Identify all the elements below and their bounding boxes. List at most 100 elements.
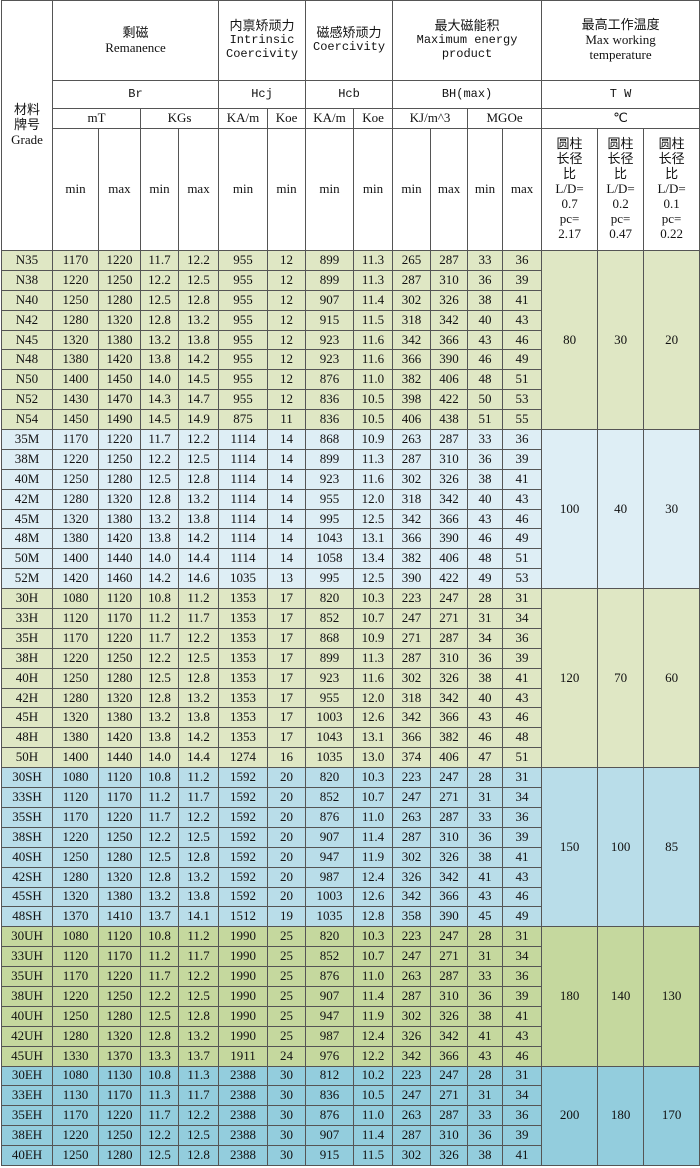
value-cell: 366 xyxy=(392,727,432,749)
value-cell: 39 xyxy=(502,448,543,470)
value-cell: 1250 xyxy=(98,647,141,669)
value-cell: 820 xyxy=(305,926,355,948)
grade-cell: 40SH xyxy=(1,846,53,868)
value-cell: 12.2 xyxy=(140,826,179,848)
value-cell: 1250 xyxy=(98,448,141,470)
value-cell: 1170 xyxy=(52,429,99,450)
value-cell: 342 xyxy=(430,309,469,331)
minmax-header: min xyxy=(52,128,99,251)
grade-cell: 33SH xyxy=(1,787,53,808)
grade-label-cn2: 牌号 xyxy=(13,117,40,133)
value-cell: 1370 xyxy=(98,1045,141,1067)
value-cell: 342 xyxy=(392,707,432,729)
temp-condition-header: 圆柱 长径比 L/D= 0.7 pc= 2.17 xyxy=(541,128,599,251)
unit-koe: Koe xyxy=(267,108,307,129)
max-temp-cell: 140 xyxy=(597,926,645,1067)
value-cell: 1440 xyxy=(98,548,141,570)
grade-cell: 30SH xyxy=(1,767,53,789)
temp-condition-line: 比 xyxy=(563,166,577,182)
value-cell: 1280 xyxy=(52,687,99,709)
max-temp-cell: 100 xyxy=(541,429,599,590)
value-cell: 12.2 xyxy=(177,250,220,271)
value-cell: 11.3 xyxy=(353,269,394,291)
max-temp-cell: 40 xyxy=(597,429,645,590)
value-cell: 38 xyxy=(467,289,504,311)
value-cell: 45 xyxy=(467,906,504,928)
temp-condition-line: pc= xyxy=(661,210,682,226)
value-cell: 31 xyxy=(467,608,504,629)
grade-cell: 35UH xyxy=(1,966,53,987)
value-cell: 14 xyxy=(267,448,307,470)
value-cell: 1990 xyxy=(218,1005,269,1027)
value-cell: 318 xyxy=(392,687,432,709)
value-cell: 49 xyxy=(502,528,543,550)
value-cell: 1592 xyxy=(218,886,269,908)
minmax-header: min xyxy=(140,128,179,251)
value-cell: 1353 xyxy=(218,647,269,669)
value-cell: 406 xyxy=(392,409,432,431)
table-row: N54 1450 1490 14.5 14.9 875 11 836 10.5 406 438 51 5… xyxy=(1,409,700,431)
value-cell: 11.7 xyxy=(177,608,220,629)
value-cell: 12.8 xyxy=(177,468,220,490)
value-cell: 43 xyxy=(502,866,543,888)
value-cell: 12 xyxy=(267,250,307,271)
temp-condition-line: 圆柱 xyxy=(556,136,583,152)
value-cell: 1120 xyxy=(98,588,141,610)
value-cell: 11.3 xyxy=(177,1065,220,1087)
value-cell: 12.2 xyxy=(140,1125,179,1147)
value-cell: 366 xyxy=(430,707,469,729)
value-cell: 40 xyxy=(467,309,504,331)
value-cell: 17 xyxy=(267,667,307,689)
value-cell: 10.3 xyxy=(353,588,394,610)
value-cell: 1003 xyxy=(305,886,355,908)
value-cell: 1274 xyxy=(218,747,269,769)
value-cell: 868 xyxy=(305,627,355,649)
value-cell: 11.9 xyxy=(353,846,394,868)
value-cell: 12.0 xyxy=(353,687,394,709)
value-cell: 1120 xyxy=(52,787,99,808)
value-cell: 1250 xyxy=(98,985,141,1007)
value-cell: 20 xyxy=(267,806,307,828)
value-cell: 39 xyxy=(502,826,543,848)
value-cell: 1370 xyxy=(52,906,99,928)
value-cell: 30 xyxy=(267,1065,307,1087)
value-cell: 1220 xyxy=(52,647,99,669)
value-cell: 11.2 xyxy=(140,787,179,808)
value-cell: 31 xyxy=(502,926,543,948)
value-cell: 223 xyxy=(392,588,432,610)
max-temp-cell: 180 xyxy=(541,926,599,1067)
value-cell: 302 xyxy=(392,1145,432,1166)
value-cell: 12.8 xyxy=(177,289,220,311)
value-cell: 1320 xyxy=(98,1025,141,1047)
temperature-en1: Max working xyxy=(585,32,656,48)
value-cell: 10.8 xyxy=(140,767,179,789)
value-cell: 326 xyxy=(430,846,469,868)
max-temp-cell: 60 xyxy=(643,588,700,769)
value-cell: 14.2 xyxy=(177,349,220,371)
value-cell: 10.9 xyxy=(353,627,394,649)
value-cell: 1990 xyxy=(218,1025,269,1047)
value-cell: 1250 xyxy=(52,667,99,689)
value-cell: 14.6 xyxy=(177,568,220,590)
minmax-header: min xyxy=(305,128,355,251)
value-cell: 287 xyxy=(430,1105,469,1127)
value-cell: 46 xyxy=(502,508,543,530)
temp-condition-line: pc= xyxy=(610,210,631,226)
grade-cell: 38H xyxy=(1,647,53,669)
value-cell: 1990 xyxy=(218,966,269,987)
intrinsic-coercivity-header: 内禀矫顽力 Intrinsic Coercivity xyxy=(218,0,307,81)
value-cell: 13.2 xyxy=(177,488,220,510)
value-cell: 390 xyxy=(430,528,469,550)
grade-cell: N42 xyxy=(1,309,53,331)
value-cell: 358 xyxy=(392,906,432,928)
value-cell: 907 xyxy=(305,985,355,1007)
value-cell: 12 xyxy=(267,329,307,351)
temp-condition-line: 比 xyxy=(665,166,679,182)
value-cell: 11.2 xyxy=(140,608,179,629)
max-temp-cell: 20 xyxy=(643,249,700,431)
value-cell: 13.8 xyxy=(140,349,179,371)
value-cell: 36 xyxy=(467,269,504,291)
minmax-header: min xyxy=(467,128,504,251)
table-row: 33UH 1120 1170 11.2 11.7 1990 25 852 10.7 247 271 3… xyxy=(1,946,700,968)
value-cell: 13.8 xyxy=(177,508,220,530)
